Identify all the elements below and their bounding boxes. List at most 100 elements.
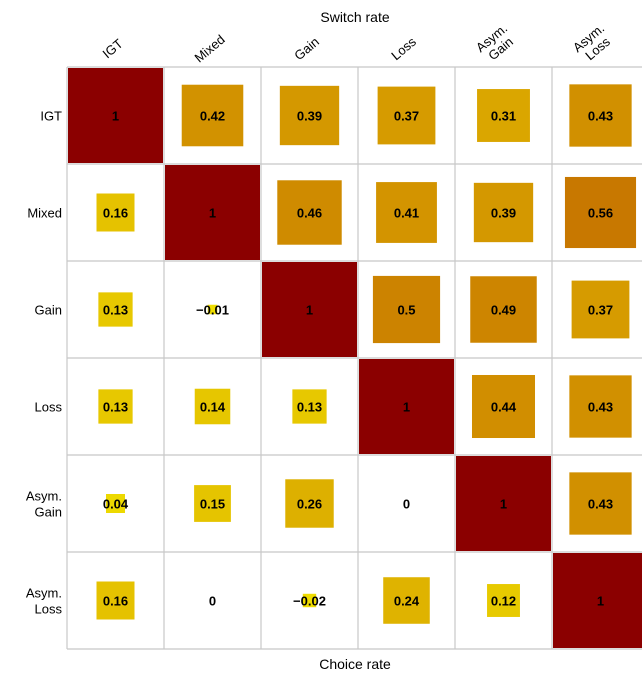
cell-value-label: −0.01	[196, 303, 229, 318]
cell-value-label: 0.56	[588, 206, 613, 221]
row-label: Mixed	[27, 206, 62, 221]
cell-value-label: 0.15	[200, 497, 225, 512]
heatmap-cell	[383, 577, 430, 624]
heatmap-cell	[277, 180, 342, 245]
cell-value-label: 1	[597, 594, 604, 609]
column-label-line: Loss	[388, 34, 419, 63]
cell-value-label: 0.26	[297, 497, 322, 512]
column-label: Gain	[291, 34, 322, 63]
cell-value-label: 0.37	[588, 303, 613, 318]
row-label-line: Gain	[35, 303, 62, 318]
column-label-line: IGT	[99, 36, 125, 61]
heatmap-cell	[194, 388, 231, 425]
column-label: IGT	[99, 36, 125, 61]
column-label: Loss	[388, 34, 419, 63]
heatmap-cell	[262, 262, 357, 357]
heatmap-cell	[473, 182, 534, 243]
cell-value-label: 0.31	[491, 109, 516, 124]
cell-value-label: 0.43	[588, 109, 613, 124]
heatmap-cell	[106, 494, 125, 513]
heatmap-cell	[96, 193, 135, 232]
cell-value-label: 0	[403, 497, 410, 512]
cell-value-label: 0.43	[588, 400, 613, 415]
cell-value-label: 0.13	[103, 303, 128, 318]
heatmap-cell	[372, 275, 441, 344]
heatmap-cell	[470, 276, 537, 343]
cell-value-label: 0.5	[397, 303, 415, 318]
cell-value-label: 0.49	[491, 303, 516, 318]
heatmap-cell	[569, 472, 632, 535]
row-label: Loss	[35, 400, 63, 415]
cell-value-label: 0.24	[394, 594, 420, 609]
heatmap-grid: 1 0.42 0.39 0.37 0.31 0.43 0.16 1 0.46 0.41 0.39 0.…	[66, 66, 642, 650]
row-label-line: Loss	[35, 602, 63, 617]
row-label-line: IGT	[40, 109, 62, 124]
row-label-line: Asym.	[26, 489, 62, 504]
cell-value-label: 0.39	[297, 109, 322, 124]
row-label: Asym. Loss	[26, 586, 63, 617]
cell-value-label: 1	[500, 497, 507, 512]
heatmap-cell	[279, 85, 340, 146]
cell-value-label: 1	[209, 206, 216, 221]
cell-value-label: 1	[403, 400, 410, 415]
cell-value-label: 0.14	[200, 400, 226, 415]
heatmap-cell	[98, 292, 133, 327]
heatmap-cell	[456, 456, 551, 551]
column-label-line: Mixed	[192, 32, 228, 66]
heatmap-cell	[569, 375, 632, 438]
switch-rate-title: Switch rate	[320, 9, 389, 25]
cell-value-label: 0.04	[103, 497, 129, 512]
cell-value-label: −0.02	[293, 594, 326, 609]
cell-value-label: 0.16	[103, 206, 128, 221]
cell-value-label: 0.44	[491, 400, 517, 415]
heatmap-cell	[471, 374, 536, 439]
cell-value-label: 0	[209, 594, 216, 609]
heatmap-cell	[569, 84, 632, 147]
row-label: Gain	[35, 303, 62, 318]
heatmap-cell	[194, 485, 231, 522]
heatmap-cell	[285, 479, 334, 528]
cell-value-label: 0.39	[491, 206, 516, 221]
heatmap-cell	[564, 176, 637, 249]
heatmap-cell	[477, 89, 530, 142]
heatmap-cell	[292, 389, 327, 424]
row-label-line: Loss	[35, 400, 63, 415]
heatmap-cell	[207, 304, 218, 315]
heatmap-cell	[68, 68, 163, 163]
cell-value-label: 0.37	[394, 109, 419, 124]
heatmap-cell	[376, 182, 437, 243]
column-label: Asym.Gain	[473, 20, 519, 65]
cell-value-label: 0.16	[103, 594, 128, 609]
heatmap-cell	[571, 280, 630, 339]
cell-value-label: 0.13	[297, 400, 322, 415]
heatmap-cell	[302, 593, 317, 608]
cell-value-label: 0.46	[297, 206, 322, 221]
row-label: IGT	[40, 109, 62, 124]
heatmap-cell	[181, 84, 244, 147]
heatmap-cell	[165, 165, 260, 260]
column-label-line: Gain	[291, 34, 322, 63]
cell-value-label: 0.13	[103, 400, 128, 415]
row-label-line: Gain	[35, 505, 62, 520]
heatmap-cell	[553, 553, 642, 648]
heatmap-cell	[98, 389, 133, 424]
heatmap-cell	[487, 584, 520, 617]
row-label-line: Asym.	[26, 586, 62, 601]
heatmap-cell	[96, 581, 135, 620]
cell-value-label: 0.43	[588, 497, 613, 512]
cell-value-label: 0.41	[394, 206, 419, 221]
cell-value-label: 0.42	[200, 109, 225, 124]
column-label: Asym.Loss	[570, 20, 616, 65]
heatmap-cell	[377, 86, 436, 145]
column-label: Mixed	[192, 32, 228, 66]
column-labels: IGT Mixed Gain Loss Asym.Gain Asym.Loss	[99, 20, 616, 66]
row-label-line: Mixed	[27, 206, 62, 221]
row-label: Asym. Gain	[26, 489, 62, 520]
cell-value-label: 1	[306, 303, 313, 318]
cell-value-label: 1	[112, 109, 119, 124]
choice-rate-title: Choice rate	[319, 656, 391, 672]
heatmap-cell	[359, 359, 454, 454]
cell-value-label: 0.12	[491, 594, 516, 609]
